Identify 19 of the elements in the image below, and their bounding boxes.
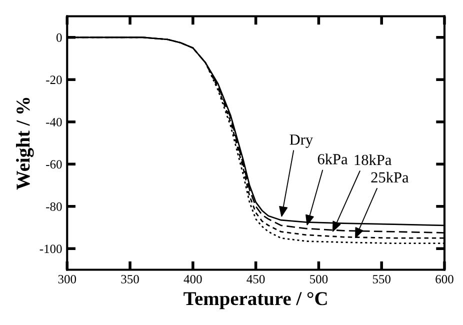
x-tick-label: 450 (246, 274, 265, 284)
y-tick-label: -40 (46, 118, 62, 126)
y-tick-label: 0 (56, 33, 62, 42)
y-tick-label: -20 (46, 76, 62, 84)
x-tick-label: 300 (58, 274, 76, 284)
x-tick-label: 500 (310, 274, 328, 284)
x-tick-label: 350 (121, 274, 139, 284)
annotation: 18kPa (354, 154, 392, 166)
y-tick-label: -100 (40, 244, 62, 254)
annotation: 6kPa (318, 154, 348, 164)
annotation: Dry (290, 134, 313, 148)
x-tick-label: 400 (184, 274, 202, 284)
x-tick-label: 550 (372, 274, 390, 284)
x-axis-title: Temperature / °C (184, 292, 327, 310)
annotation: 25kPa (371, 172, 409, 183)
y-axis-title: Weight / % (16, 98, 34, 190)
y-tick-label: -80 (46, 202, 62, 211)
x-tick-label: 600 (436, 274, 454, 284)
y-tick-label: -60 (46, 160, 62, 169)
